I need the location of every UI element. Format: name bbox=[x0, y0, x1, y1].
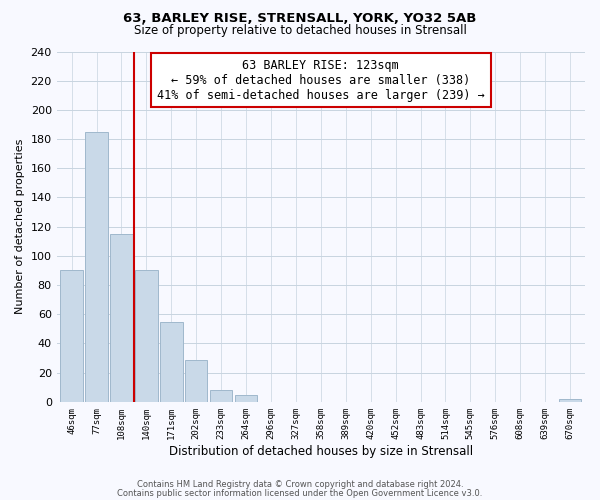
Bar bbox=[235, 394, 257, 402]
Text: 63 BARLEY RISE: 123sqm
← 59% of detached houses are smaller (338)
41% of semi-de: 63 BARLEY RISE: 123sqm ← 59% of detached… bbox=[157, 58, 485, 102]
Bar bbox=[110, 234, 133, 402]
Bar bbox=[185, 360, 208, 402]
Text: Contains HM Land Registry data © Crown copyright and database right 2024.: Contains HM Land Registry data © Crown c… bbox=[137, 480, 463, 489]
X-axis label: Distribution of detached houses by size in Strensall: Distribution of detached houses by size … bbox=[169, 444, 473, 458]
Bar bbox=[61, 270, 83, 402]
Bar bbox=[210, 390, 232, 402]
Bar bbox=[160, 322, 182, 402]
Bar bbox=[559, 399, 581, 402]
Text: Size of property relative to detached houses in Strensall: Size of property relative to detached ho… bbox=[134, 24, 466, 37]
Text: 63, BARLEY RISE, STRENSALL, YORK, YO32 5AB: 63, BARLEY RISE, STRENSALL, YORK, YO32 5… bbox=[124, 12, 476, 26]
Text: Contains public sector information licensed under the Open Government Licence v3: Contains public sector information licen… bbox=[118, 488, 482, 498]
Y-axis label: Number of detached properties: Number of detached properties bbox=[15, 139, 25, 314]
Bar bbox=[85, 132, 108, 402]
Bar bbox=[135, 270, 158, 402]
